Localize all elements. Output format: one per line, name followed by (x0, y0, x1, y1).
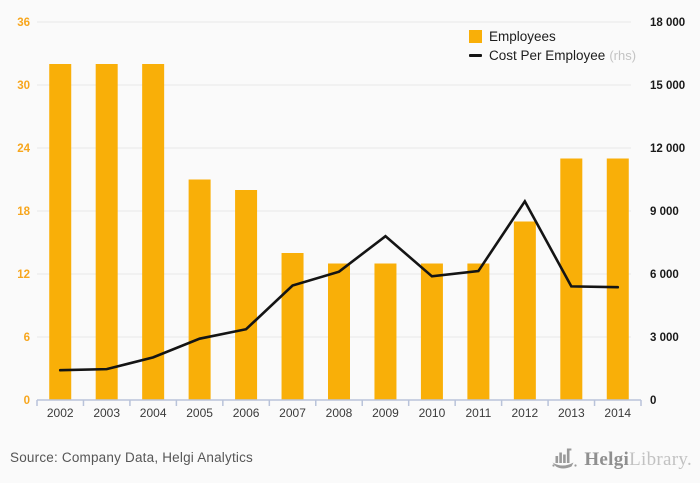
right-axis-tick-label: 15 000 (650, 80, 685, 92)
cost-line-swatch-icon (469, 54, 482, 57)
bar-2006[interactable] (235, 190, 258, 400)
bar-2008[interactable] (328, 263, 350, 401)
helgi-library-logo[interactable]: Helgi Library. (551, 448, 692, 472)
legend-rhs-suffix: (rhs) (609, 48, 637, 63)
bar-2002[interactable] (49, 64, 72, 400)
employees-cost-per-employee-chart: 0 6 12 18 24 30 36 0 3 000 6 000 9 000 12 000 15 000… (17, 17, 685, 420)
left-axis-tick-label: 0 (24, 395, 30, 407)
source-text: Source: Company Data, Helgi Analytics (10, 450, 254, 465)
logo-text-helgi: Helgi (584, 449, 630, 470)
helgi-ship-bars-icon (552, 448, 577, 469)
legend-item-cost-per-employee[interactable]: Cost Per Employee (rhs) (469, 46, 636, 65)
bar-2011[interactable] (467, 263, 490, 401)
logo-text-library: Library. (629, 449, 692, 470)
bar-2004[interactable] (142, 64, 165, 400)
x-axis-label-2006: 2006 (233, 406, 260, 420)
bar-2014[interactable] (606, 158, 629, 401)
left-axis-tick-label: 18 (17, 206, 30, 218)
legend-label-employees: Employees (489, 28, 556, 44)
right-axis-tick-label: 18 000 (650, 17, 685, 29)
x-axis-label-2010: 2010 (419, 406, 446, 420)
bar-2013[interactable] (560, 158, 583, 401)
bar-2003[interactable] (95, 64, 118, 400)
left-axis-tick-label: 36 (17, 17, 30, 29)
legend-label-cost-per-employee: Cost Per Employee (489, 47, 606, 63)
x-axis-label-2013: 2013 (558, 406, 585, 420)
x-axis-label-2014: 2014 (604, 406, 631, 420)
left-axis-tick-label: 12 (17, 269, 30, 281)
employees-bar-swatch-icon (469, 30, 482, 43)
right-axis-tick-label: 3 000 (650, 332, 679, 344)
left-axis-tick-label: 30 (17, 80, 30, 92)
bar-2009[interactable] (374, 263, 397, 401)
x-axis-label-2012: 2012 (511, 406, 538, 420)
bar-2007[interactable] (281, 253, 304, 400)
right-axis-tick-label: 9 000 (650, 206, 679, 218)
bar-2005[interactable] (188, 179, 211, 401)
right-axis-tick-label: 0 (650, 395, 656, 407)
x-axis-label-2009: 2009 (372, 406, 399, 420)
bar-2012[interactable] (513, 221, 536, 401)
x-axis-label-2007: 2007 (279, 406, 306, 420)
x-axis-label-2011: 2011 (465, 406, 491, 420)
left-axis-tick-label: 24 (17, 143, 30, 155)
legend: Employees Cost Per Employee (rhs) (469, 27, 636, 65)
x-axis-label-2003: 2003 (93, 406, 120, 420)
right-axis-tick-label: 6 000 (650, 269, 679, 281)
chart-footer: Source: Company Data, Helgi Analytics He… (0, 443, 700, 483)
cost-per-employee-line[interactable] (58, 198, 620, 372)
x-axis-label-2008: 2008 (326, 406, 353, 420)
x-axis-label-2002: 2002 (47, 406, 74, 420)
x-axis-label-2005: 2005 (186, 406, 213, 420)
left-axis-tick-label: 6 (24, 332, 30, 344)
right-axis-tick-label: 12 000 (650, 143, 685, 155)
x-axis-label-2004: 2004 (140, 406, 167, 420)
legend-item-employees[interactable]: Employees (469, 27, 636, 46)
bar-2010[interactable] (420, 263, 443, 401)
